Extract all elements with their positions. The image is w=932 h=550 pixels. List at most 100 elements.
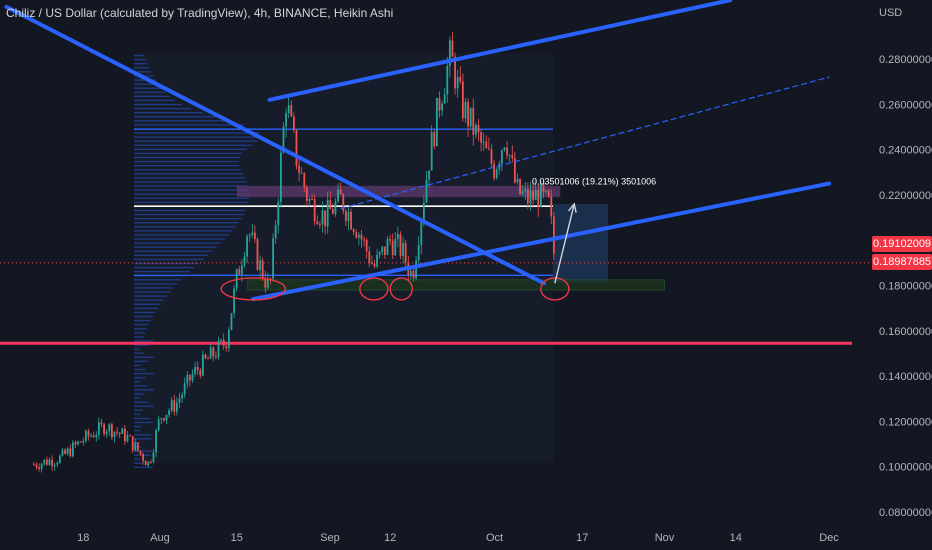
candle-body xyxy=(378,251,381,255)
candle-body xyxy=(251,232,254,236)
channel-mid-trendline[interactable] xyxy=(340,76,830,210)
candle-body xyxy=(129,435,131,437)
y-tick-label: 0.10000000 xyxy=(879,462,932,474)
volume-profile-bar xyxy=(134,372,154,375)
highlight-circle[interactable] xyxy=(359,277,389,301)
x-tick-label: 12 xyxy=(384,532,396,544)
candle-body xyxy=(191,373,194,381)
candle-body xyxy=(443,94,446,104)
candle-body xyxy=(220,339,222,341)
highlight-circle[interactable] xyxy=(540,277,570,301)
candle-body xyxy=(253,232,256,240)
candle-body xyxy=(225,345,228,349)
candle-body xyxy=(217,340,220,358)
volume-profile-bar xyxy=(134,83,159,85)
descending-trendline[interactable] xyxy=(4,4,546,286)
candle-body xyxy=(438,98,441,111)
candle-body xyxy=(100,422,103,425)
y-tick-label: 0.14000000 xyxy=(879,371,932,383)
price-tag-last: 0.19102009 xyxy=(872,236,932,252)
candle-body xyxy=(435,98,438,147)
candle-body xyxy=(168,410,170,415)
volume-profile-bar xyxy=(134,254,208,256)
channel-bottom-trendline[interactable] xyxy=(251,181,831,302)
candle-body xyxy=(157,419,160,431)
candle-body xyxy=(90,435,92,437)
candle-body xyxy=(222,339,225,346)
candle-body xyxy=(160,418,163,420)
candle-body xyxy=(123,428,126,442)
candle-body xyxy=(396,233,399,239)
candle-body xyxy=(243,256,246,266)
candle-body xyxy=(207,358,209,360)
candle-body xyxy=(545,190,547,192)
highlight-circle[interactable] xyxy=(220,277,286,301)
volume-profile-bar xyxy=(134,242,221,244)
volume-profile-bar xyxy=(134,307,158,309)
candle-body xyxy=(417,245,420,261)
volume-profile-bar xyxy=(134,385,147,387)
candle-body xyxy=(547,190,550,197)
candle-body xyxy=(519,178,521,194)
candle-body xyxy=(181,394,183,399)
candle-body xyxy=(66,448,69,454)
candle-body xyxy=(454,56,456,89)
candle-body xyxy=(513,158,516,183)
volume-profile-bar xyxy=(134,197,249,199)
candle-body xyxy=(126,435,129,442)
candle-body xyxy=(199,370,202,376)
volume-profile-bar xyxy=(134,91,166,93)
volume-profile-bar xyxy=(134,173,243,175)
x-tick-label: Oct xyxy=(486,532,503,544)
candle-body xyxy=(381,246,384,252)
candle-body xyxy=(69,448,72,457)
candle-body xyxy=(370,263,373,265)
y-tick-label: 0.08000000 xyxy=(879,507,932,519)
candle-body xyxy=(105,431,108,435)
candle-body xyxy=(277,201,280,226)
volume-profile-bar xyxy=(134,299,164,301)
y-tick-label: 0.28000000 xyxy=(879,54,932,66)
volume-profile-bar xyxy=(134,238,225,240)
candle-body xyxy=(246,236,248,257)
candle-body xyxy=(321,210,324,225)
x-tick-label: Aug xyxy=(150,532,170,544)
projection-arrow[interactable] xyxy=(554,203,575,284)
highlight-circle[interactable] xyxy=(389,277,413,301)
volume-profile-bar xyxy=(134,344,149,346)
x-tick-label: 14 xyxy=(730,532,742,544)
candle-body xyxy=(347,211,350,222)
candle-body xyxy=(324,210,326,227)
candle-body xyxy=(537,189,540,208)
candle-body xyxy=(147,461,150,466)
candle-body xyxy=(477,125,480,133)
channel-top-trendline[interactable] xyxy=(267,0,733,102)
candle-body xyxy=(365,239,368,252)
candle-body xyxy=(212,347,215,357)
volume-profile-bar xyxy=(134,328,147,330)
volume-profile-bar xyxy=(134,132,260,134)
volume-profile-bar xyxy=(134,177,245,179)
volume-profile-bar xyxy=(134,279,182,281)
candle-body xyxy=(552,216,555,254)
volume-profile-bar xyxy=(134,189,249,191)
volume-profile-bar xyxy=(134,332,146,334)
candle-body xyxy=(329,199,332,210)
volume-profile-bar xyxy=(134,222,239,224)
volume-profile-bar xyxy=(134,364,140,367)
volume-profile-bar xyxy=(134,421,153,424)
candle-body xyxy=(474,125,477,135)
volume-profile-bar xyxy=(134,303,161,305)
candle-body xyxy=(480,132,482,143)
candle-body xyxy=(136,442,139,451)
candle-body xyxy=(487,148,490,150)
candle-body xyxy=(282,126,285,153)
candle-body xyxy=(472,107,475,135)
candle-body xyxy=(526,189,529,204)
volume-profile-bar xyxy=(134,405,154,407)
candle-body xyxy=(272,238,274,279)
x-tick-label: Sep xyxy=(320,532,340,544)
candle-body xyxy=(318,223,321,225)
